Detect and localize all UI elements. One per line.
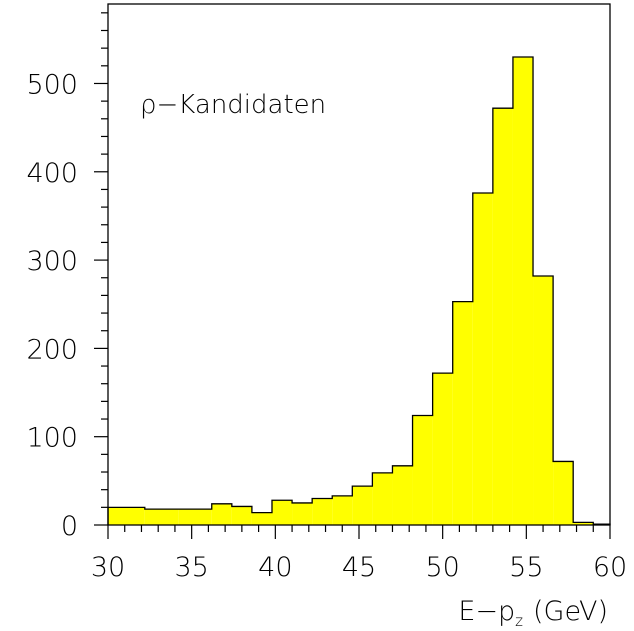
x-axis-label: E−pz (GeV) (458, 596, 608, 630)
histogram-bar (553, 461, 574, 525)
histogram-bar (178, 509, 212, 525)
y-tick-label: 300 (26, 246, 78, 277)
x-tick-label: 30 (91, 552, 125, 583)
x-tick-label: 35 (174, 552, 208, 583)
histogram-bar (292, 502, 313, 525)
histogram-bar (144, 509, 179, 525)
histogram-bar (512, 56, 534, 525)
histogram-bar (492, 108, 513, 525)
x-axis-label-main: E−p (458, 596, 515, 627)
histogram-bar (271, 500, 293, 525)
chart-annotation: ρ−Kandidaten (140, 90, 326, 120)
x-axis-ticks (107, 525, 611, 539)
histogram-bar (392, 465, 413, 525)
x-tick-label: 50 (425, 552, 459, 583)
histogram-outline (107, 56, 611, 525)
histogram-bar (251, 512, 272, 525)
histogram-bar (472, 192, 493, 525)
histogram-bars (108, 56, 610, 525)
histogram-bar (312, 498, 333, 525)
y-tick-label: 200 (26, 334, 78, 365)
y-tick-label: 400 (26, 158, 78, 189)
histogram-bar (108, 507, 145, 525)
x-tick-label: 55 (509, 552, 543, 583)
histogram-bar (412, 415, 433, 525)
x-tick-label: 45 (342, 552, 376, 583)
y-tick-label: 100 (26, 423, 78, 454)
x-axis-tick-labels: 30 35 40 45 50 55 60 (91, 552, 627, 583)
histogram-bar (573, 522, 594, 525)
y-axis-tick-labels: 0 100 200 300 400 500 (26, 69, 78, 542)
histogram-bar (452, 301, 473, 525)
x-tick-label: 40 (258, 552, 292, 583)
histogram-bar (372, 472, 393, 525)
x-axis-label-unit: (GeV) (533, 596, 608, 627)
histogram-bar (231, 506, 252, 525)
histogram-bar (432, 373, 453, 525)
y-tick-label: 500 (26, 69, 78, 100)
y-tick-label: 0 (61, 511, 78, 542)
histogram-bar (352, 486, 373, 525)
histogram-bar (211, 503, 232, 525)
y-axis-ticks (94, 12, 108, 526)
histogram-bar (533, 275, 554, 525)
x-axis-label-subscript: z (515, 612, 523, 630)
histogram-bar (332, 495, 353, 525)
x-tick-label: 60 (593, 552, 627, 583)
